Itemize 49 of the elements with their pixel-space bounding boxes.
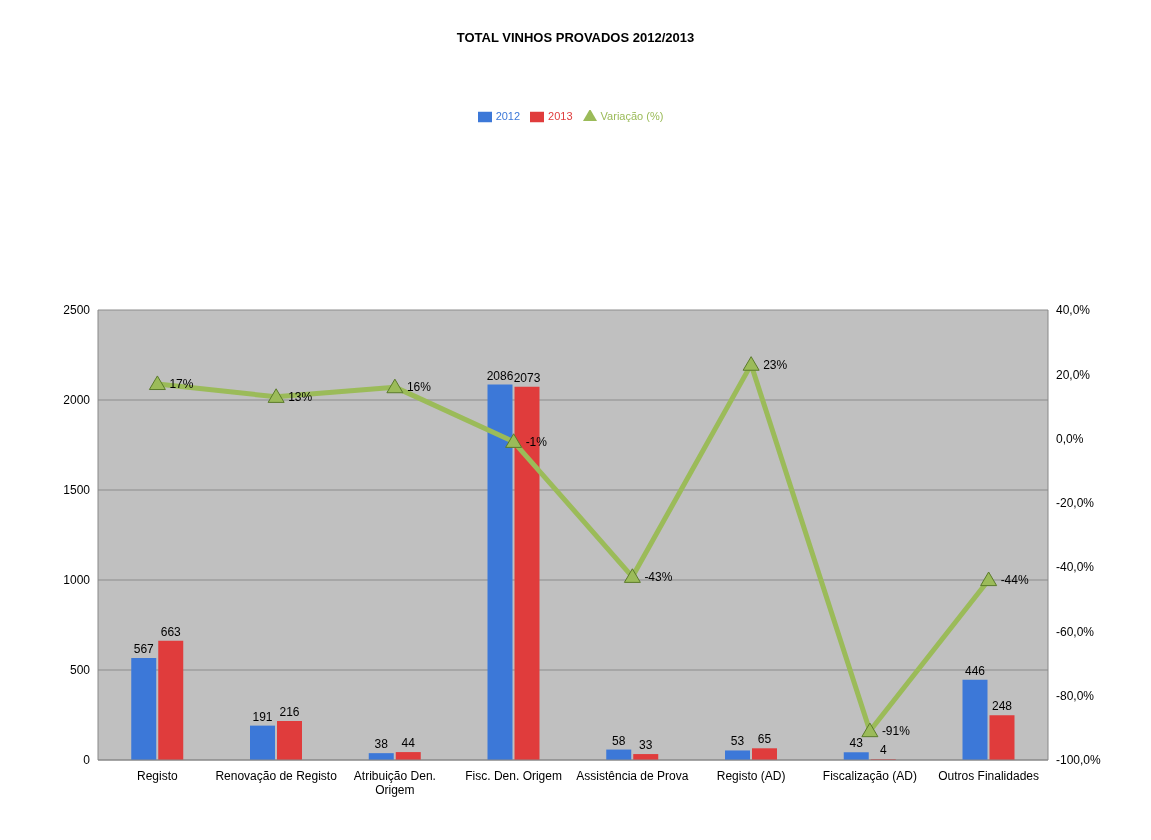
legend-label: 2013: [548, 110, 573, 122]
x-tick-label: Registo: [137, 769, 179, 783]
chart-title: TOTAL VINHOS PROVADOS 2012/2013: [455, 29, 696, 47]
y2-tick-label: -80,0%: [1056, 688, 1095, 703]
y2-tick-label: 20,0%: [1056, 367, 1091, 382]
legend-label: 2012: [495, 110, 521, 122]
data-label: 58: [612, 733, 626, 748]
data-label: 216: [279, 705, 300, 720]
y-tick-label: 500: [69, 663, 91, 678]
data-label: 2086: [486, 368, 514, 383]
y-tick-label: 2000: [63, 393, 91, 408]
x-tick-label: Assistência de Prova: [576, 769, 689, 783]
data-label: -44%: [1000, 573, 1029, 587]
y2-tick-label: -40,0%: [1056, 560, 1095, 575]
data-label: 43: [849, 736, 864, 751]
y-tick-label: 0: [83, 753, 91, 768]
x-tick-label: Registo (AD): [716, 769, 786, 783]
y-tick-label: 2500: [63, 303, 91, 318]
data-label: 16%: [406, 380, 432, 395]
data-label: 13%: [288, 389, 313, 404]
x-tick-label: Atribuição Den. Origem: [353, 769, 436, 797]
x-tick-label: Fiscalização (AD): [822, 769, 917, 783]
y2-tick-label: -20,0%: [1056, 496, 1095, 511]
data-label: 446: [964, 663, 986, 678]
legend-label: Variação (%): [600, 110, 664, 122]
data-label: 44: [401, 736, 416, 751]
y-tick-label: 1000: [63, 573, 91, 588]
y2-tick-label: 0,0%: [1056, 431, 1084, 446]
data-label: -43%: [644, 569, 673, 584]
y-tick-label: 1500: [63, 483, 91, 498]
data-label: 33: [639, 738, 653, 753]
data-label: 191: [252, 709, 273, 724]
data-label: 2073: [513, 370, 541, 385]
data-label: 567: [133, 641, 155, 656]
data-label: 38: [374, 737, 389, 752]
y2-tick-label: 40,0%: [1056, 303, 1091, 318]
data-label: 23%: [763, 357, 788, 372]
y2-tick-label: -100,0%: [1056, 753, 1102, 768]
x-tick-label: Renovação de Registo: [215, 769, 338, 783]
data-label: 17%: [169, 376, 194, 391]
data-label: 4: [879, 743, 887, 758]
data-label: -91%: [881, 724, 911, 739]
y2-tick-label: -60,0%: [1056, 624, 1095, 639]
data-label: 248: [991, 699, 1013, 714]
x-tick-label: Outros Finalidades: [938, 769, 1039, 783]
data-label: 65: [757, 732, 772, 747]
data-label: 53: [730, 734, 745, 749]
x-tick-label: Fisc. Den. Origem: [465, 769, 562, 783]
data-label: 663: [160, 624, 182, 639]
